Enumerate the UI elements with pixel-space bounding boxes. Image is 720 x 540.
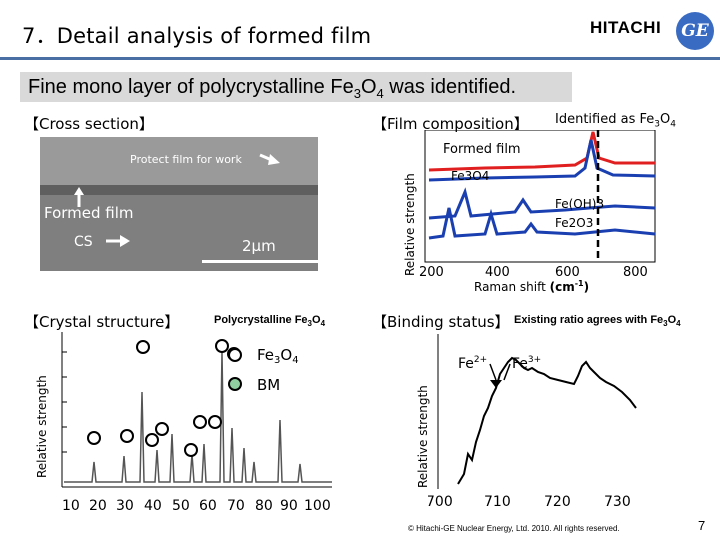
- xps-spectrum: [457, 356, 637, 485]
- cs-label: CS: [74, 234, 93, 250]
- copyright-footer: © Hitachi-GE Nuclear Energy, Ltd. 2010. …: [408, 524, 620, 533]
- identified-note: Identified as Fe3O4: [555, 112, 676, 130]
- slide-title: 7．Detail analysis of formed film: [22, 24, 372, 48]
- summary-banner: Fine mono layer of polycrystalline Fe3O4…: [20, 72, 572, 102]
- annot-fe3o4: Fe3O4: [451, 169, 489, 183]
- formed-film-layer: [40, 185, 318, 195]
- raman-xtick-3: 800: [623, 265, 648, 280]
- xrd-chart: Fe3O4 BM 10 20 30 40 50 60 70 80 90 100: [61, 332, 332, 514]
- xrd-marker: [184, 443, 198, 457]
- crystal-note-pre: Polycrystalline Fe: [214, 314, 308, 326]
- formed-up-arrow-icon: [74, 187, 84, 207]
- summary-sub1: 3: [353, 86, 361, 101]
- summary-post: was identified.: [383, 76, 517, 98]
- binding-note-sub2: 4: [676, 319, 681, 329]
- xrd-marker: [155, 422, 169, 436]
- formed-film-label: Formed film: [44, 204, 134, 222]
- cross-section-heading: 【Cross section】: [24, 115, 154, 133]
- scale-bar: [202, 260, 318, 263]
- cs-arrow-icon: [106, 235, 130, 247]
- raman-xlabel: Raman shift (cm-1): [474, 279, 589, 294]
- xrd-fe3o4-markers: [87, 340, 222, 457]
- annot-formed-film: Formed film: [443, 142, 521, 157]
- raman-plot-frame: [424, 130, 656, 263]
- xrd-marker: [136, 340, 150, 354]
- xps-chart: Fe2+ Fe3+ 700 710 720 730: [428, 334, 637, 510]
- raman-xlabel-close: ): [583, 280, 590, 294]
- binding-note-mid: O: [667, 314, 677, 326]
- xrd-marker: [193, 415, 207, 429]
- crystal-heading: 【Crystal structure】: [24, 313, 180, 331]
- binding-note-pre: Existing ratio agrees with Fe: [514, 314, 664, 326]
- summary-pre: Fine mono layer of polycrystalline Fe: [28, 76, 354, 98]
- xrd-xtick-5: 60: [199, 498, 217, 514]
- xrd-xtick-3: 40: [144, 498, 162, 514]
- xrd-pattern: [64, 351, 332, 483]
- raman-series-fe3o4: [428, 139, 656, 182]
- raman-xlabel-unit: (cm: [549, 280, 575, 294]
- protect-arrow-icon: [259, 153, 280, 165]
- protect-film-label: Protect film for work: [130, 153, 242, 166]
- xrd-xtick-7: 80: [255, 498, 273, 514]
- summary-mid: O: [360, 76, 377, 98]
- crystal-note: Polycrystalline Fe3O4: [214, 314, 325, 328]
- fe3-label: Fe3+: [512, 355, 541, 372]
- xrd-ylabel: Relative strength: [35, 375, 49, 478]
- xrd-marker: [215, 339, 229, 353]
- xrd-xtick-6: 70: [227, 498, 245, 514]
- raman-series-feoh3: [428, 187, 656, 220]
- identified-sub2: 4: [670, 119, 676, 130]
- fe3-pointer: [503, 363, 511, 381]
- xrd-marker: [145, 433, 159, 447]
- legend-bm-marker: [228, 377, 242, 391]
- identified-sub1: 3: [654, 119, 660, 130]
- xrd-xtick-0: 10: [62, 498, 80, 514]
- crystal-note-sub2: 4: [320, 319, 326, 329]
- fe2-label: Fe2+: [458, 355, 487, 372]
- scale-bar-label: 2μm: [242, 237, 276, 255]
- xrd-marker: [87, 431, 101, 445]
- ge-logo-text: GE: [681, 21, 709, 41]
- raman-xlabel-pre: Raman shift: [474, 280, 550, 294]
- raman-xtick-0: 200: [419, 265, 444, 280]
- xps-xtick-2: 720: [544, 494, 571, 510]
- legend-fe3o4-marker: [228, 348, 242, 362]
- identified-pre: Identified as Fe: [555, 112, 655, 127]
- ge-logo: GE: [676, 12, 714, 50]
- xrd-xtick-1: 20: [89, 498, 107, 514]
- crystal-note-sub1: 3: [307, 319, 312, 329]
- annot-feoh3: Fe(OH)3: [555, 197, 604, 211]
- xrd-xtick-2: 30: [116, 498, 134, 514]
- sem-cross-section-image: Protect film for work Formed film CS 2μm: [40, 137, 318, 271]
- raman-xtick-2: 600: [555, 265, 580, 280]
- summary-sub2: 4: [376, 86, 384, 101]
- identified-mid: O: [659, 112, 671, 127]
- raman-xlabel-sup: -1: [574, 279, 584, 288]
- film-composition-heading: 【Film composition】: [372, 115, 529, 133]
- crystal-note-mid: O: [312, 314, 321, 326]
- xrd-marker: [120, 429, 134, 443]
- xps-xtick-1: 710: [484, 494, 511, 510]
- fe2-arrowhead-icon: [490, 380, 502, 388]
- xrd-marker: [208, 415, 222, 429]
- raman-xtick-1: 400: [485, 265, 510, 280]
- xrd-xtick-4: 50: [172, 498, 190, 514]
- fe2-pointer: [489, 363, 497, 381]
- hitachi-logo: HITACHI: [590, 18, 662, 37]
- annot-fe2o3: Fe2O3: [555, 216, 593, 230]
- xps-xtick-3: 730: [604, 494, 631, 510]
- binding-note-sub1: 3: [663, 319, 668, 329]
- xrd-xtick-8: 90: [280, 498, 298, 514]
- raman-chart: Formed film Fe3O4 Fe(OH)3 Fe2O3 200 400 …: [419, 130, 656, 280]
- page-number: 7: [698, 518, 706, 533]
- xrd-xtick-9: 100: [304, 498, 331, 514]
- xrd-axes: [61, 332, 332, 488]
- binding-heading: 【Binding status】: [372, 313, 510, 331]
- title-divider: [0, 57, 720, 60]
- xps-xtick-0: 700: [428, 494, 453, 510]
- raman-series-fe2o3: [428, 207, 656, 240]
- binding-note: Existing ratio agrees with Fe3O4: [514, 314, 681, 328]
- legend-bm-label: BM: [257, 376, 280, 394]
- legend-fe3o4-label: Fe3O4: [257, 346, 299, 366]
